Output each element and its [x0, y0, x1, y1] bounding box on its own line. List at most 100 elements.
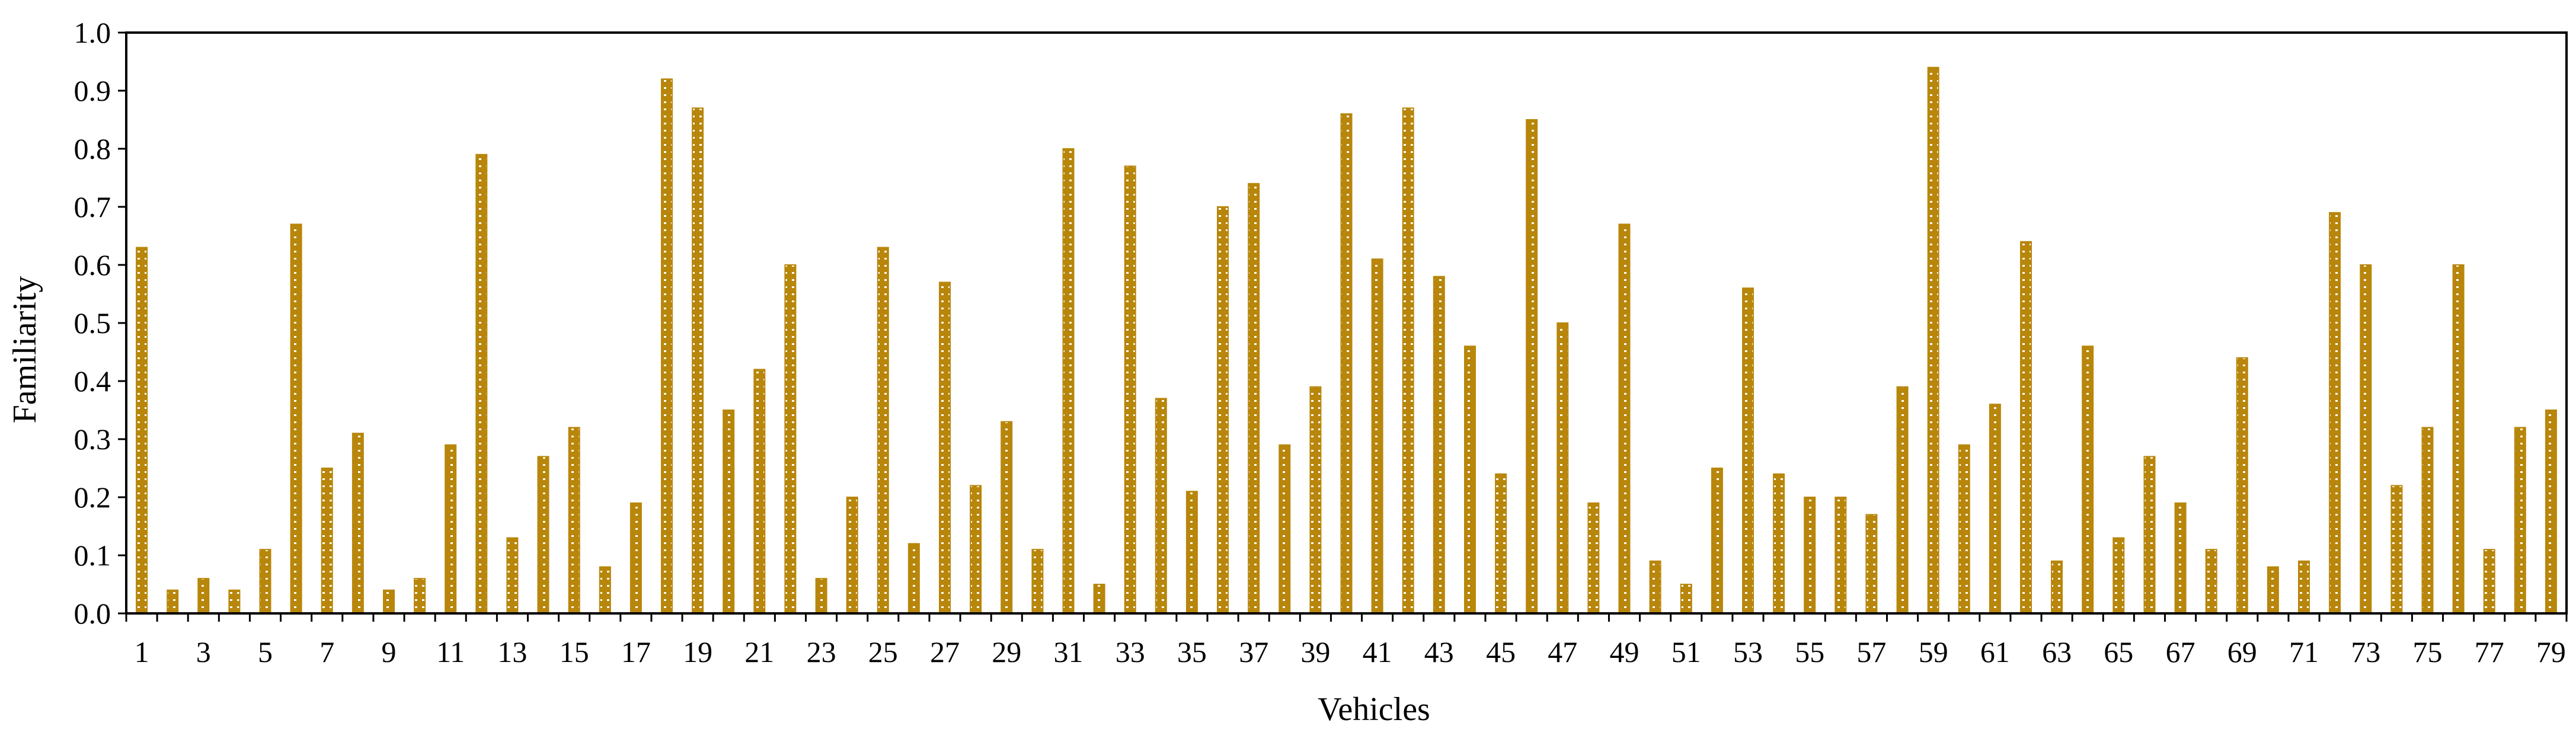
x-tick-label: 61: [1980, 635, 2010, 669]
y-tick-label: 0.4: [74, 364, 111, 398]
bar-vehicle-53: [1742, 287, 1754, 614]
bar-vehicle-27: [939, 282, 951, 614]
bar-vehicle-18: [661, 78, 673, 614]
bar-vehicle-28: [970, 485, 982, 615]
bar-vehicle-30: [1031, 549, 1044, 615]
x-tick-label: 3: [196, 635, 211, 669]
x-tick-label: 69: [2227, 635, 2257, 669]
bar-vehicle-66: [2143, 456, 2156, 615]
bar-vehicle-43: [1433, 276, 1445, 615]
bar-vehicle-65: [2112, 537, 2125, 614]
x-tick-label: 65: [2104, 635, 2133, 669]
bar-vehicle-10: [414, 578, 426, 615]
bar-vehicle-12: [475, 153, 488, 614]
x-tick-label: 75: [2413, 635, 2443, 669]
y-tick-label: 0.1: [74, 539, 111, 572]
bar-vehicle-31: [1062, 148, 1075, 614]
bar-vehicle-6: [290, 223, 302, 614]
x-tick-label: 11: [436, 635, 465, 669]
x-tick-label: 49: [1610, 635, 1639, 669]
bar-vehicle-1: [136, 247, 148, 615]
x-tick-label: 73: [2351, 635, 2380, 669]
bar-vehicle-48: [1587, 502, 1600, 614]
bar-vehicle-73: [2360, 264, 2372, 614]
bar-vehicle-21: [753, 369, 766, 615]
bar-vehicle-39: [1309, 386, 1322, 614]
x-tick-label: 53: [1733, 635, 1763, 669]
x-tick-label: 35: [1177, 635, 1207, 669]
bar-vehicle-61: [1989, 404, 2001, 614]
x-tick-label: 77: [2475, 635, 2504, 669]
bar-vehicle-54: [1773, 473, 1785, 614]
bar-vehicle-74: [2390, 485, 2403, 615]
bar-vehicle-34: [1155, 398, 1167, 615]
bar-vehicle-3: [197, 578, 210, 615]
x-tick-label: 25: [868, 635, 898, 669]
x-tick-label: 37: [1239, 635, 1268, 669]
bar-vehicle-46: [1526, 119, 1538, 614]
bar-vehicle-55: [1804, 497, 1816, 614]
y-tick-label: 0.9: [74, 74, 111, 107]
bar-vehicle-23: [815, 578, 827, 615]
x-tick-label: 63: [2042, 635, 2072, 669]
bar-vehicle-58: [1896, 386, 1909, 614]
bar-vehicle-45: [1495, 473, 1507, 614]
bar-vehicle-52: [1711, 468, 1723, 614]
bar-vehicle-29: [1001, 421, 1013, 614]
bar-vehicle-22: [784, 264, 797, 614]
x-tick-label: 15: [560, 635, 589, 669]
bar-vehicle-70: [2267, 566, 2279, 614]
x-tick-label: 33: [1116, 635, 1145, 669]
y-tick-label: 0.7: [74, 190, 111, 223]
bar-vehicle-26: [907, 543, 920, 615]
x-tick-label: 41: [1363, 635, 1392, 669]
x-tick-label: 47: [1548, 635, 1577, 669]
x-tick-label: 1: [135, 635, 149, 669]
bar-vehicle-16: [599, 566, 611, 614]
bar-vehicle-37: [1248, 183, 1260, 614]
bar-vehicle-38: [1279, 444, 1291, 614]
x-tick-label: 23: [807, 635, 836, 669]
x-tick-label: 55: [1795, 635, 1824, 669]
bar-vehicle-68: [2205, 549, 2217, 615]
bar-vehicle-72: [2329, 212, 2341, 614]
y-tick-label: 0.8: [74, 132, 111, 165]
bar-vehicle-60: [1958, 444, 1970, 614]
bar-vehicle-24: [846, 497, 858, 614]
x-tick-label: 71: [2289, 635, 2319, 669]
y-axis-title: Familiarity: [7, 276, 43, 424]
bar-vehicle-59: [1927, 66, 1939, 615]
bar-vehicle-41: [1371, 258, 1383, 614]
bar-vehicle-40: [1340, 113, 1353, 614]
bar-vehicle-36: [1217, 206, 1229, 614]
bar-vehicle-9: [383, 589, 395, 614]
x-tick-label: 79: [2536, 635, 2566, 669]
y-tick-label: 0.6: [74, 248, 111, 282]
x-axis-title: Vehicles: [1318, 691, 1430, 728]
x-tick-label: 31: [1054, 635, 1084, 669]
y-tick-label: 1.0: [74, 16, 111, 49]
bar-vehicle-49: [1618, 223, 1631, 614]
x-tick-label: 7: [319, 635, 334, 669]
x-tick-label: 57: [1856, 635, 1886, 669]
bar-vehicle-76: [2452, 264, 2465, 614]
bar-vehicle-7: [321, 468, 333, 614]
x-tick-label: 21: [744, 635, 774, 669]
bar-vehicle-47: [1557, 322, 1569, 614]
x-tick-label: 5: [258, 635, 273, 669]
y-tick-label: 0.3: [74, 423, 111, 456]
bar-vehicle-69: [2236, 357, 2248, 614]
x-tick-label: 59: [1919, 635, 1948, 669]
x-tick-label: 17: [621, 635, 651, 669]
bar-vehicle-77: [2483, 549, 2495, 615]
bar-vehicle-8: [351, 433, 364, 614]
bar-vehicle-19: [692, 107, 704, 614]
bar-vehicle-14: [537, 456, 549, 615]
bar-vehicle-25: [877, 247, 889, 615]
x-tick-label: 29: [992, 635, 1021, 669]
y-tick-label: 0.5: [74, 306, 111, 340]
bar-vehicle-2: [167, 589, 179, 614]
bar-vehicle-71: [2298, 560, 2310, 614]
